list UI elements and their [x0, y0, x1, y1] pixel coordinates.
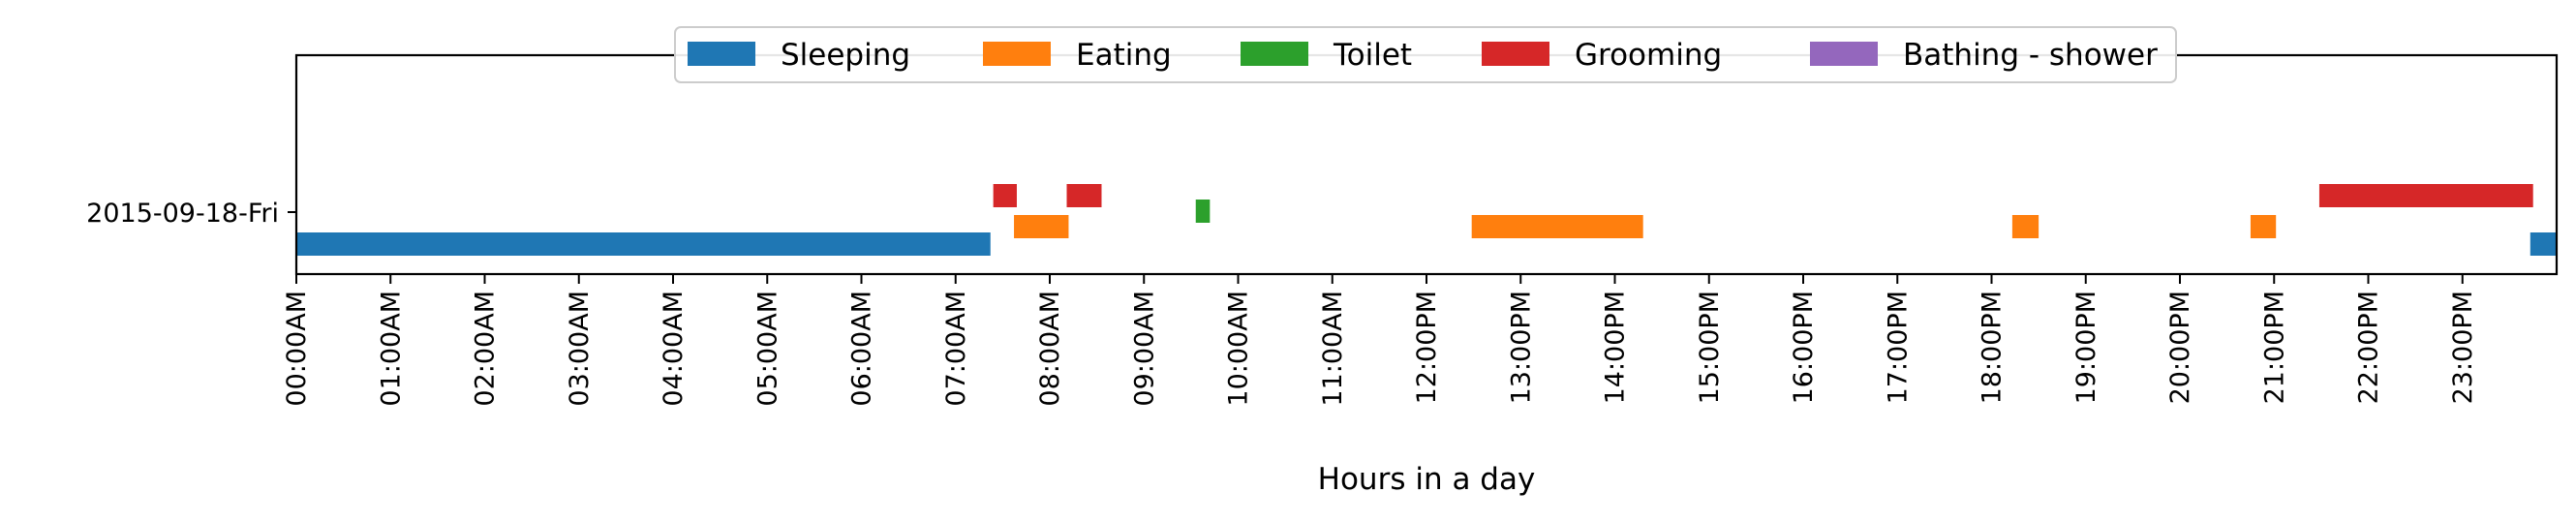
legend-frame — [674, 26, 2177, 83]
x-tick-label: 20:00PM — [2165, 291, 2195, 404]
legend-swatch-eating — [983, 42, 1051, 66]
bar-eating-2 — [1471, 215, 1643, 238]
y-tick-label: 2015-09-18-Fri — [86, 199, 279, 229]
x-tick-label: 05:00AM — [752, 291, 782, 407]
x-tick-label: 02:00AM — [471, 291, 501, 407]
legend-swatch-sleeping — [688, 42, 755, 66]
x-tick-label: 23:00PM — [2448, 291, 2478, 404]
x-tick-label: 01:00AM — [376, 291, 406, 407]
bar-grooming-1 — [993, 184, 1017, 207]
legend-swatch-toilet — [1241, 42, 1308, 66]
x-tick-label: 16:00PM — [1789, 291, 1819, 404]
legend-swatch-bathing-shower — [1810, 42, 1878, 66]
x-tick-label: 00:00AM — [282, 291, 312, 407]
legend-label-toilet: Toilet — [1333, 38, 1412, 73]
x-tick-label: 11:00AM — [1318, 291, 1348, 407]
x-tick-label: 19:00PM — [2071, 291, 2101, 404]
x-tick-label: 21:00PM — [2259, 291, 2289, 404]
x-tick-label: 08:00AM — [1035, 291, 1065, 407]
bar-eating-4 — [2250, 215, 2277, 238]
legend-label-grooming: Grooming — [1575, 38, 1722, 73]
x-tick-label: 14:00PM — [1601, 291, 1631, 404]
legend-label-eating: Eating — [1076, 38, 1172, 73]
x-axis-label: Hours in a day — [1318, 462, 1536, 497]
activity-bars — [296, 184, 2557, 256]
x-tick-label: 10:00AM — [1224, 291, 1254, 407]
x-tick-label: 06:00AM — [847, 291, 877, 407]
x-tick-label: 09:00AM — [1129, 291, 1159, 407]
bar-eating-1 — [1014, 215, 1069, 238]
x-tick-label: 07:00AM — [941, 291, 971, 407]
x-tick-label: 15:00PM — [1695, 291, 1725, 404]
x-tick-label: 18:00PM — [1978, 291, 2008, 404]
bar-sleeping-2 — [2530, 232, 2557, 256]
legend-swatch-grooming — [1482, 42, 1549, 66]
bar-sleeping-1 — [296, 232, 991, 256]
x-tick-label: 04:00AM — [659, 291, 689, 407]
bar-eating-3 — [2011, 215, 2039, 238]
x-tick-label: 03:00AM — [565, 291, 595, 407]
legend: Sleeping Eating Toilet Grooming Bathing - sh… — [674, 26, 2177, 83]
legend-label-bathing-shower: Bathing - shower — [1903, 38, 2158, 73]
x-axis-ticks: 00:00AM 01:00AM 02:00AM 03:00AM 04:00AM 05:00… — [282, 274, 2478, 407]
bar-toilet-1 — [1195, 200, 1211, 223]
x-tick-label: 13:00PM — [1506, 291, 1536, 404]
legend-label-sleeping: Sleeping — [781, 38, 910, 73]
x-tick-label: 22:00PM — [2354, 291, 2384, 404]
bar-grooming-2 — [1066, 184, 1102, 207]
x-tick-label: 17:00PM — [1883, 291, 1913, 404]
x-tick-label: 12:00PM — [1412, 291, 1442, 404]
bar-grooming-3 — [2318, 184, 2533, 207]
